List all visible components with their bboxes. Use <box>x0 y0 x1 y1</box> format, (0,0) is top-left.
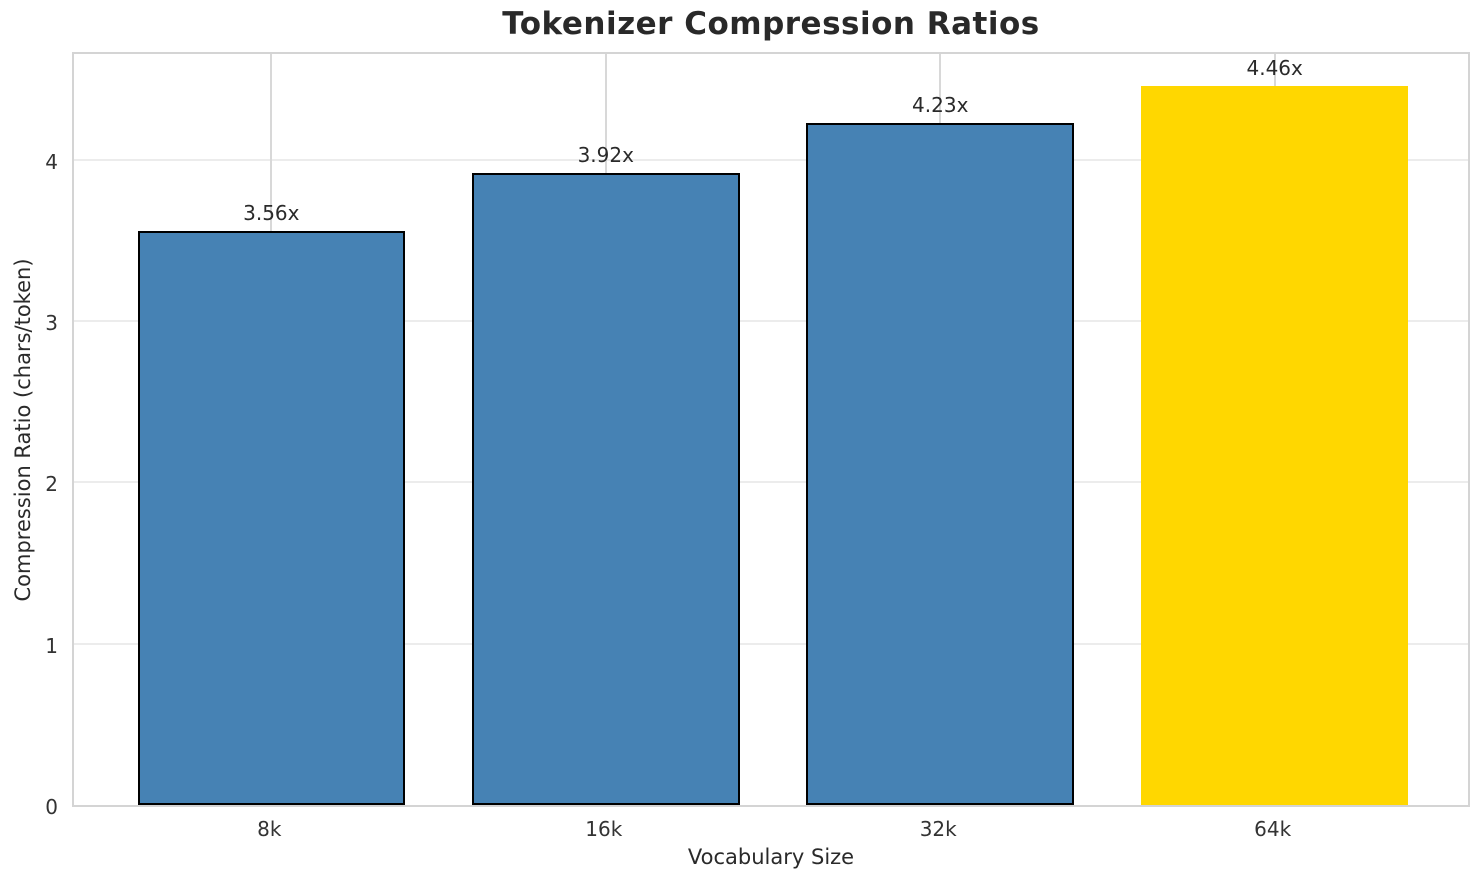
h-gridline-2 <box>74 481 1468 484</box>
x-tick-8k: 8k <box>257 817 282 841</box>
y-tick-3: 3 <box>45 311 58 336</box>
y-tick-0: 0 <box>45 795 58 819</box>
y-tick-1: 1 <box>45 633 58 658</box>
x-axis-label: Vocabulary Size <box>687 845 855 869</box>
chart-title: Tokenizer Compression Ratios <box>502 6 1040 42</box>
plot-area: 3.56x 3.92x 4.23x 4.46x <box>72 52 1470 807</box>
h-gridline-3 <box>74 320 1468 323</box>
x-tick-32k: 32k <box>919 817 957 841</box>
bar-8k <box>137 230 406 805</box>
h-gridline-1 <box>74 642 1468 645</box>
bar-value-label-32k: 4.23x <box>912 92 969 117</box>
x-tick-16k: 16k <box>585 817 623 841</box>
bar-32k <box>806 122 1074 805</box>
bar-16k <box>471 172 740 805</box>
bar-value-label-8k: 3.56x <box>243 200 300 225</box>
x-tick-64k: 64k <box>1254 817 1292 841</box>
bar-value-label-16k: 3.92x <box>577 142 634 167</box>
h-gridline-4 <box>74 158 1468 161</box>
y-tick-2: 2 <box>45 472 58 497</box>
bar-value-label-64k: 4.46x <box>1246 55 1303 80</box>
y-tick-4: 4 <box>45 149 58 174</box>
bar-64k <box>1140 85 1409 805</box>
